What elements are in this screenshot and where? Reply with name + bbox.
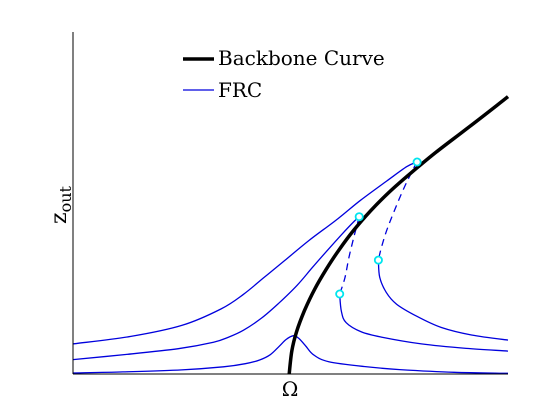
svg-text:zout: zout <box>47 185 75 224</box>
frc-stable-branch-4 <box>340 294 508 351</box>
legend-label-backbone: Backbone Curve <box>218 46 385 70</box>
bifurcation-point-2 <box>414 158 421 165</box>
y-axis-label-main: z <box>47 212 72 224</box>
frc-stable-branch-5 <box>73 162 417 344</box>
bifurcation-markers <box>336 158 421 297</box>
backbone-curve <box>289 97 508 374</box>
frc-unstable-branch-6 <box>378 162 417 260</box>
y-axis-label: zout <box>47 185 75 224</box>
x-axis-label: Ω <box>282 377 299 401</box>
frc-stable-branch-7 <box>378 260 508 340</box>
y-axis-label-sub: out <box>56 185 75 212</box>
legend: Backbone Curve FRC <box>183 46 385 102</box>
bifurcation-point-0 <box>356 213 363 220</box>
plot-area <box>73 97 508 374</box>
axes <box>73 32 508 374</box>
bifurcation-point-3 <box>375 257 382 264</box>
legend-label-frc: FRC <box>218 78 262 102</box>
bifurcation-point-1 <box>336 290 343 297</box>
